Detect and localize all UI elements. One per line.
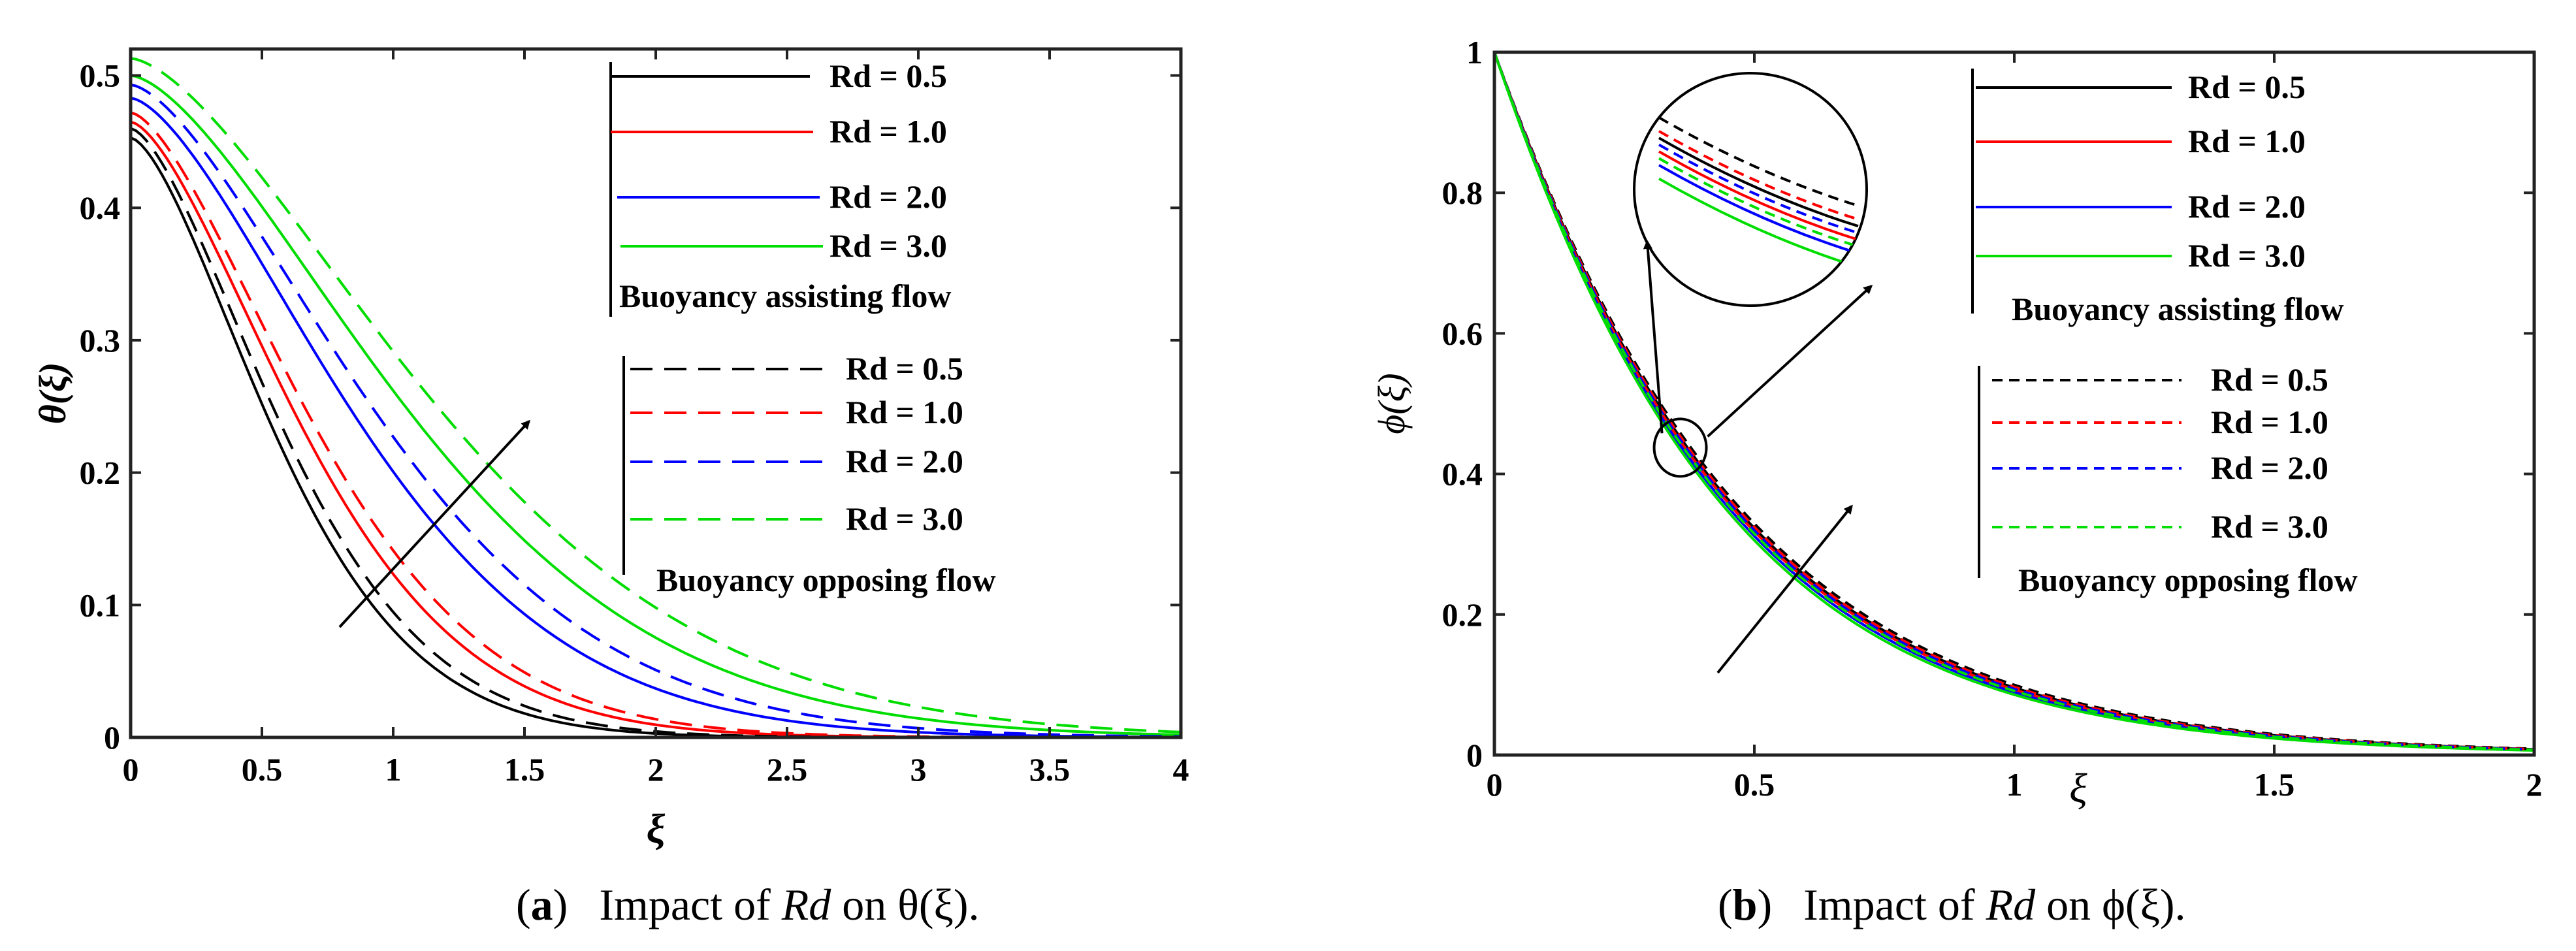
x-tick-label-a: 0 bbox=[123, 751, 139, 788]
zoom-inset-line-b-5 bbox=[1658, 130, 1859, 221]
legend-label-b-opposing-2: Rd = 2.0 bbox=[2211, 449, 2328, 486]
x-axis-label-b: ξ bbox=[2069, 765, 2087, 811]
y-tick-label-a: 0.4 bbox=[80, 189, 121, 226]
legend-label-b-opposing-1: Rd = 1.0 bbox=[2211, 404, 2328, 440]
x-tick-label-a: 2.5 bbox=[767, 751, 808, 788]
series-line-b-4 bbox=[1494, 52, 2534, 750]
y-tick-label-a: 0.3 bbox=[80, 322, 121, 359]
legend-label-b-assisting-3: Rd = 3.0 bbox=[2188, 237, 2306, 274]
zoom-inset-line-b-2 bbox=[1658, 164, 1859, 255]
zoom-inset-line-b-3 bbox=[1658, 177, 1859, 268]
zoom-inset-line-b-7 bbox=[1658, 157, 1859, 248]
zoom-inset-line-b-4 bbox=[1658, 116, 1859, 207]
legend-b-assisting: Rd = 0.5 Rd = 1.0 Rd = 2.0 Rd = 3.0 Buoyancy… bbox=[1971, 69, 2343, 327]
legend-label-a-assisting-3: Rd = 3.0 bbox=[829, 227, 947, 264]
trend-arrow-a bbox=[338, 419, 531, 628]
series-line-a-7 bbox=[131, 57, 1181, 733]
zoom-inset-b bbox=[1633, 72, 1868, 307]
caption-a-text: Impact of Rd on θ(ξ). bbox=[599, 879, 980, 929]
zoom-inset-line-b-6 bbox=[1658, 143, 1859, 234]
y-tick-label-b: 0.8 bbox=[1442, 174, 1483, 211]
legend-label-a-assisting-1: Rd = 1.0 bbox=[829, 113, 947, 150]
legend-title-b-opposing: Buoyancy opposing flow bbox=[2018, 562, 2358, 598]
trend-arrow-b bbox=[1716, 504, 1853, 674]
x-tick-label-a: 1 bbox=[385, 751, 402, 788]
legend-a-opposing: Rd = 0.5 Rd = 1.0 Rd = 2.0 Rd = 3.0 Buoyancy… bbox=[622, 350, 996, 598]
y-tick-label-b: 0.2 bbox=[1442, 596, 1483, 633]
legend-title-a-opposing: Buoyancy opposing flow bbox=[656, 562, 996, 598]
caption-b-tag: (b) bbox=[1718, 879, 1773, 929]
x-tick-label-b: 1.5 bbox=[2254, 766, 2295, 803]
y-axis-label-a: θ(ξ) bbox=[31, 363, 74, 425]
series-group-a bbox=[131, 57, 1181, 737]
x-tick-label-a: 1.5 bbox=[504, 751, 545, 788]
y-tick-label-a: 0 bbox=[104, 719, 120, 756]
caption-b-text: Impact of Rd on ϕ(ξ). bbox=[1803, 879, 2186, 929]
chart-panel-a: 0 0.5 1 1.5 2 2.5 3 3.5 4 0 0.1 0.2 0.3 0.4 0.5 ξ θ(ξ) Rd… bbox=[31, 47, 1189, 852]
y-tick-label-a: 0.1 bbox=[80, 587, 121, 623]
series-line-a-5 bbox=[131, 111, 1181, 737]
legend-label-a-opposing-1: Rd = 1.0 bbox=[846, 394, 963, 430]
x-tick-label-b: 0 bbox=[1487, 766, 1503, 803]
series-line-a-4 bbox=[131, 127, 1181, 737]
plot-frame-a bbox=[129, 47, 1183, 739]
zoom-marker-b bbox=[1652, 417, 1708, 478]
x-axis-label-a: ξ bbox=[647, 805, 666, 852]
legend-a-assisting: Rd = 0.5 Rd = 1.0 Rd = 2.0 Rd = 3.0 Buoyancy… bbox=[609, 57, 951, 317]
legend-label-b-opposing-0: Rd = 0.5 bbox=[2211, 361, 2328, 398]
x-tick-label-b: 0.5 bbox=[1734, 766, 1775, 803]
x-tick-label-a: 3.5 bbox=[1029, 751, 1071, 788]
series-line-b-5 bbox=[1494, 52, 2534, 750]
x-tick-label-a: 3 bbox=[910, 751, 927, 788]
legend-label-b-assisting-2: Rd = 2.0 bbox=[2188, 188, 2306, 225]
legend-label-a-opposing-2: Rd = 2.0 bbox=[846, 443, 963, 479]
legend-label-b-assisting-1: Rd = 1.0 bbox=[2188, 123, 2306, 159]
series-line-a-3 bbox=[131, 74, 1181, 736]
y-tick-label-a: 0.5 bbox=[80, 57, 121, 94]
legend-label-a-assisting-0: Rd = 0.5 bbox=[829, 57, 947, 94]
series-line-b-7 bbox=[1494, 52, 2534, 751]
series-line-a-6 bbox=[131, 83, 1181, 737]
x-tick-label-a: 0.5 bbox=[242, 751, 283, 788]
zoom-inset-line-b-0 bbox=[1658, 137, 1859, 228]
x-tick-label-a: 2 bbox=[648, 751, 664, 788]
legend-b-opposing: Rd = 0.5 Rd = 1.0 Rd = 2.0 Rd = 3.0 Buoyancy… bbox=[1978, 361, 2358, 598]
legend-title-a-assisting: Buoyancy assisting flow bbox=[619, 278, 951, 314]
legend-label-a-assisting-2: Rd = 2.0 bbox=[829, 178, 947, 215]
legend-label-b-assisting-0: Rd = 0.5 bbox=[2188, 69, 2306, 105]
legend-label-a-opposing-3: Rd = 3.0 bbox=[846, 500, 963, 537]
caption-b: (b) Impact of Rd on ϕ(ξ). bbox=[1718, 869, 2186, 941]
series-line-a-1 bbox=[131, 120, 1181, 737]
x-tick-label-a: 4 bbox=[1173, 751, 1189, 788]
series-line-a-2 bbox=[131, 97, 1181, 737]
y-tick-label-b: 0.6 bbox=[1442, 315, 1483, 351]
legend-label-a-opposing-0: Rd = 0.5 bbox=[846, 350, 963, 387]
y-tick-label-b: 0 bbox=[1466, 737, 1483, 773]
x-tick-label-b: 2 bbox=[2526, 766, 2543, 803]
x-tick-label-b: 1 bbox=[2006, 766, 2023, 803]
y-axis-label-b: ϕ(ξ) bbox=[1370, 373, 1413, 434]
y-tick-label-b: 1 bbox=[1466, 34, 1483, 71]
y-tick-label-a: 0.2 bbox=[80, 455, 121, 491]
zoom-inset-line-b-1 bbox=[1658, 150, 1859, 241]
zoom-arrow-b-right bbox=[1707, 284, 1873, 438]
legend-title-b-assisting: Buoyancy assisting flow bbox=[2012, 291, 2343, 327]
y-tick-label-b: 0.4 bbox=[1442, 456, 1483, 492]
caption-a: (a) Impact of Rd on θ(ξ). bbox=[516, 869, 979, 941]
caption-a-tag: (a) bbox=[516, 879, 568, 929]
legend-label-b-opposing-3: Rd = 3.0 bbox=[2211, 508, 2328, 545]
zoom-arrow-b-left bbox=[1643, 240, 1664, 434]
zoom-inset-series-b bbox=[1658, 116, 1859, 268]
